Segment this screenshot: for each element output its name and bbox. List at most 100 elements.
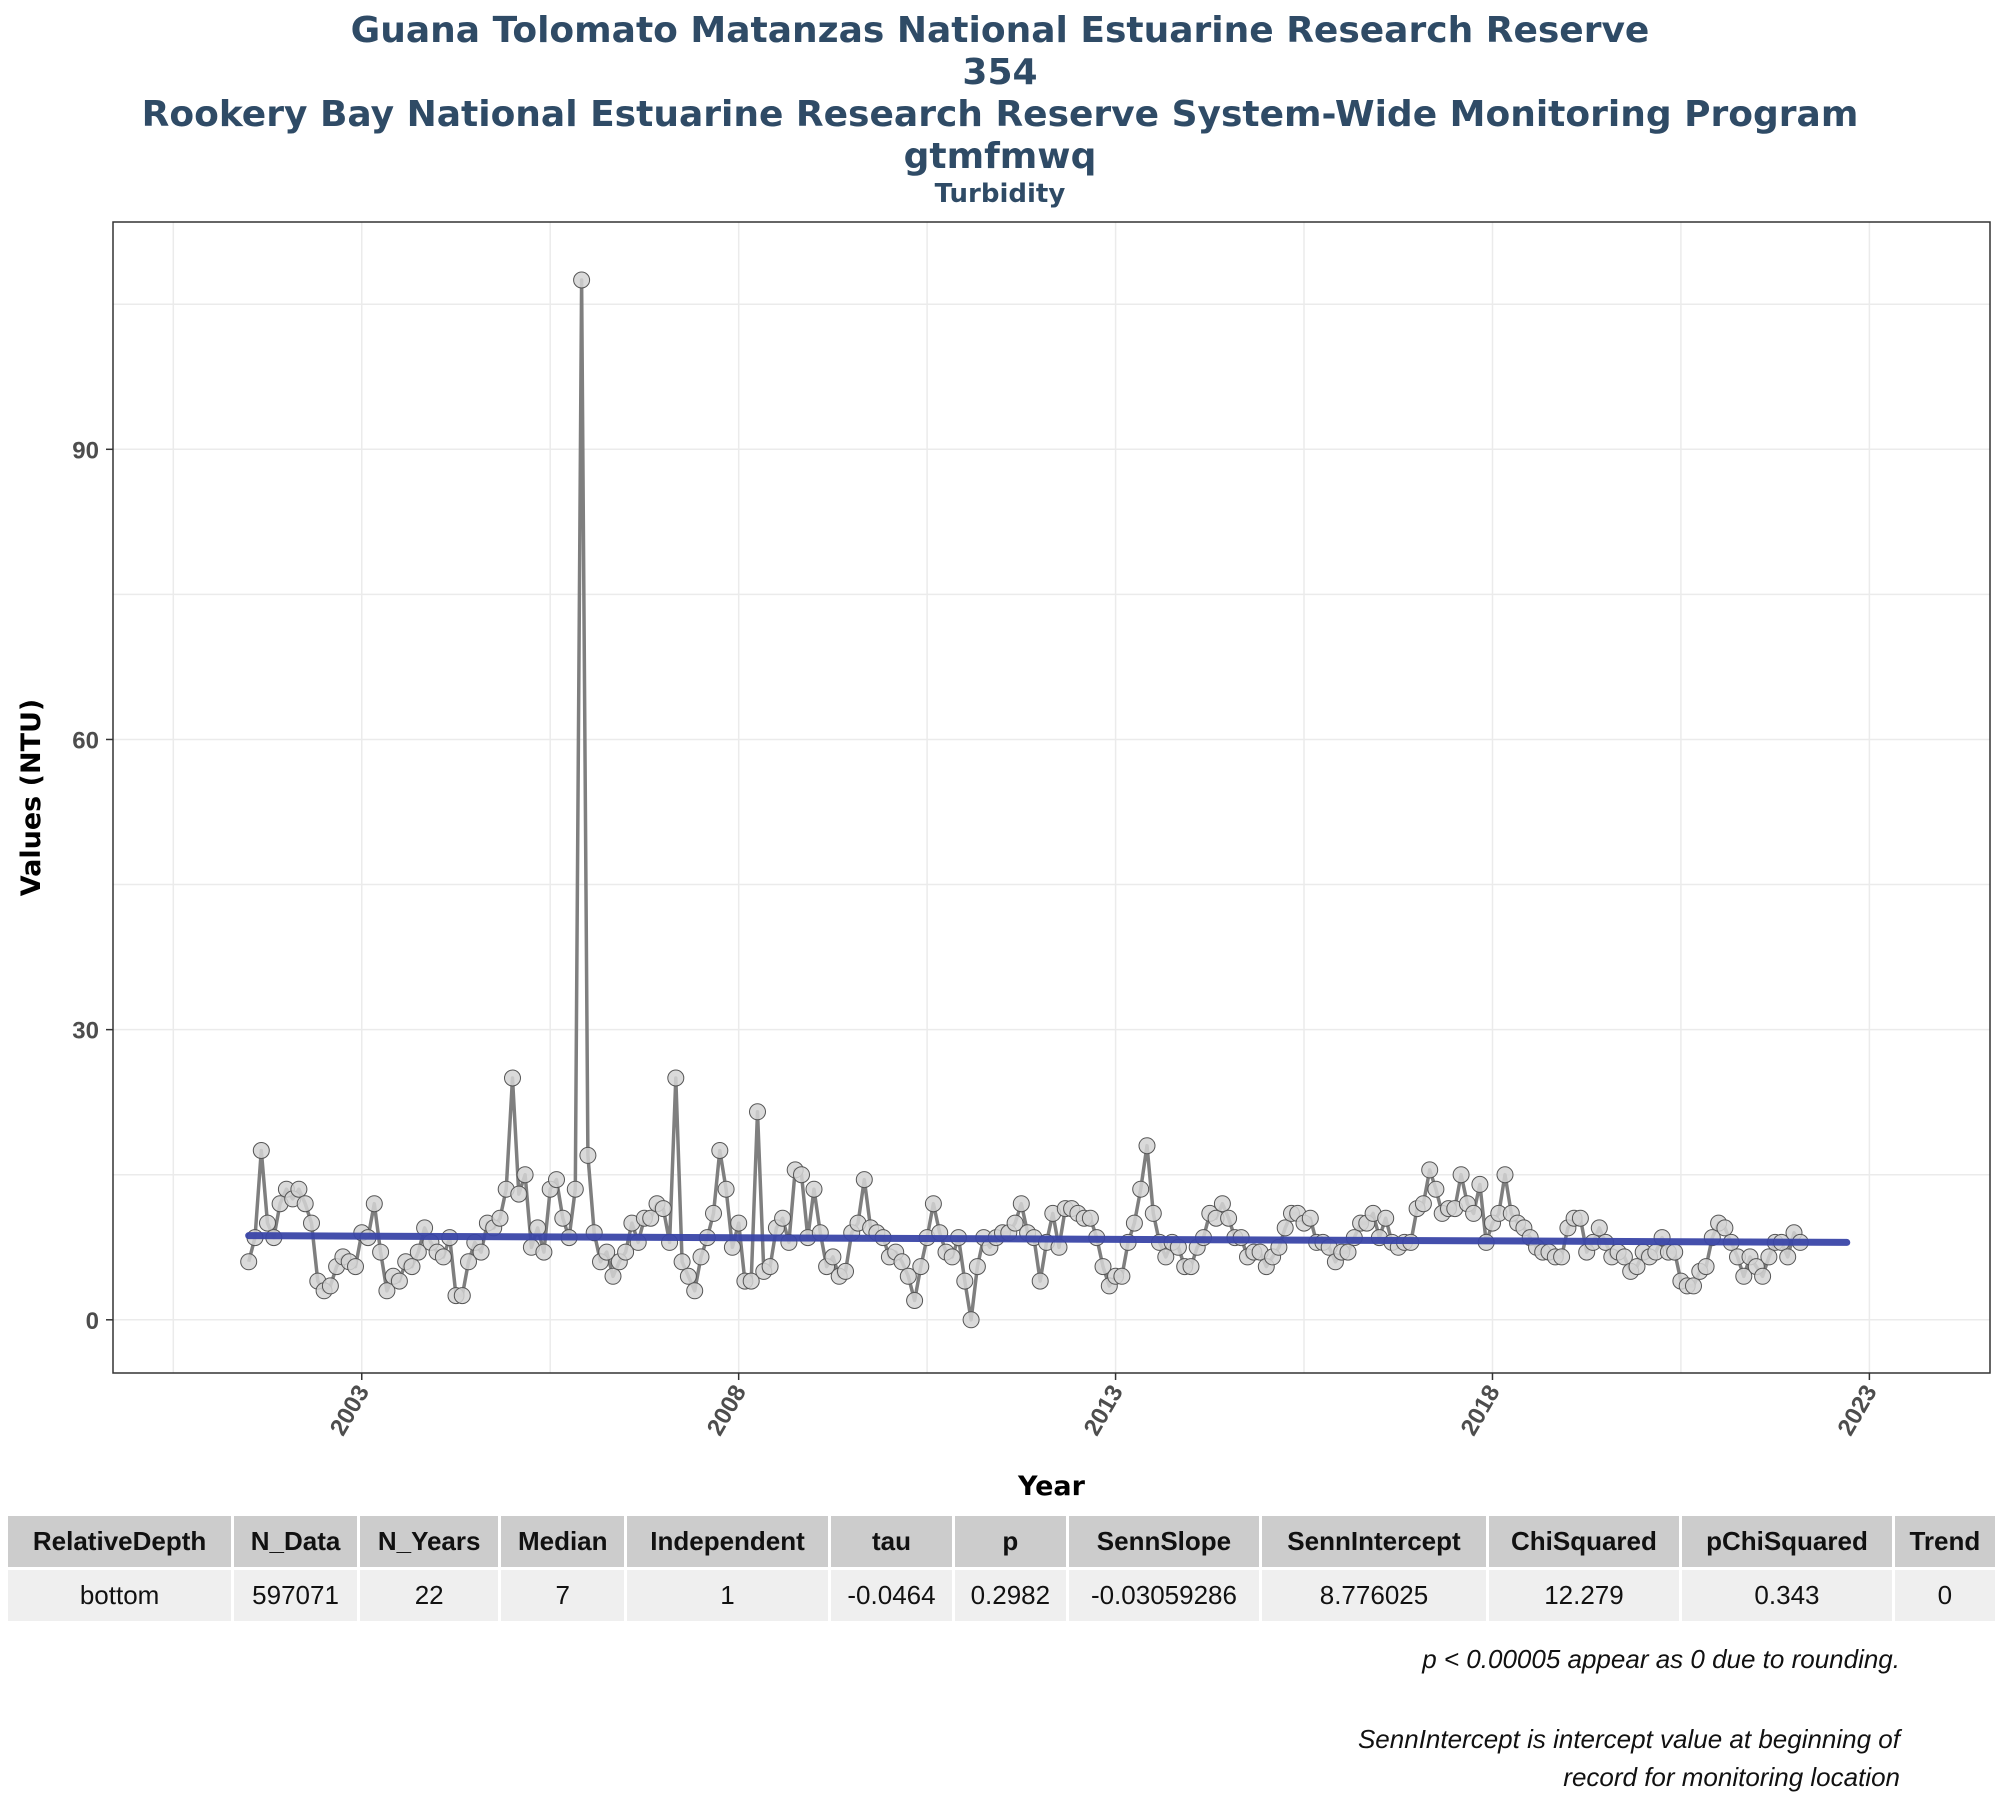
stats-cell: 0.343 xyxy=(1680,1567,1895,1621)
data-point xyxy=(717,1180,735,1198)
title-line-4: gtmfmwq xyxy=(903,136,1097,177)
data-point xyxy=(899,1267,917,1285)
data-point xyxy=(566,1180,584,1198)
data-point xyxy=(1571,1209,1589,1227)
data-point xyxy=(1452,1166,1470,1184)
data-point xyxy=(1496,1166,1514,1184)
data-point xyxy=(321,1277,339,1295)
data-point xyxy=(579,1146,597,1164)
y-tick-label: 90 xyxy=(72,437,99,464)
data-point xyxy=(1697,1258,1715,1276)
stats-header-cell: pChiSquared xyxy=(1680,1516,1895,1569)
intercept-note-line-1: SennIntercept is intercept value at begi… xyxy=(1357,1724,1900,1754)
stats-header-cell: ChiSquared xyxy=(1487,1516,1683,1569)
data-point xyxy=(1081,1209,1099,1227)
data-point xyxy=(1144,1204,1162,1222)
x-tick-label: 2023 xyxy=(1833,1381,1883,1441)
trend-line xyxy=(245,1232,1851,1246)
stats-header-cell: SennSlope xyxy=(1067,1516,1263,1569)
stats-header-cell: tau xyxy=(829,1516,956,1569)
data-point xyxy=(673,1253,691,1271)
data-point xyxy=(617,1243,635,1261)
data-point xyxy=(491,1209,509,1227)
data-point xyxy=(893,1253,911,1271)
data-point xyxy=(962,1311,980,1329)
x-tick-label: 2018 xyxy=(1456,1381,1506,1441)
stats-header-cell: RelativeDepth xyxy=(8,1516,235,1569)
stats-header-row: RelativeDepth N_Data N_Years Median Independ… xyxy=(8,1516,1999,1569)
data-point xyxy=(472,1243,490,1261)
stats-data-row: bottom 597071 22 7 1 -0.0464 0.2982 -0.03059286… xyxy=(8,1567,1999,1621)
data-point xyxy=(1421,1161,1439,1179)
data-point xyxy=(1213,1195,1231,1213)
data-point xyxy=(252,1142,270,1159)
series-layer xyxy=(240,271,1851,1329)
stats-cell: 22 xyxy=(358,1567,502,1621)
data-point xyxy=(1276,1219,1294,1237)
data-point xyxy=(686,1282,704,1300)
x-tick-label: 2008 xyxy=(702,1381,752,1441)
data-point xyxy=(604,1267,622,1285)
stats-cell: 0 xyxy=(1893,1567,1999,1621)
tick-labels: 0 30 60 90 2003 2008 2013 2018 2023 xyxy=(72,437,1882,1440)
data-point xyxy=(1125,1214,1143,1232)
title-line-1: Guana Tolomato Matanzas National Estuari… xyxy=(350,10,1650,51)
data-point xyxy=(504,1069,521,1087)
data-point xyxy=(1414,1195,1432,1213)
data-point xyxy=(548,1171,565,1189)
stats-header-cell: Median xyxy=(499,1516,628,1569)
data-point xyxy=(924,1195,942,1213)
data-point xyxy=(347,1258,364,1276)
stats-header-cell: N_Data xyxy=(232,1516,360,1569)
x-tick-label: 2003 xyxy=(325,1381,375,1441)
data-point xyxy=(1779,1248,1797,1266)
chart-titles: Guana Tolomato Matanzas National Estuari… xyxy=(0,0,2000,210)
stats-cell: 7 xyxy=(499,1567,628,1621)
data-point xyxy=(1031,1272,1049,1290)
y-tick-label: 30 xyxy=(72,1018,99,1045)
data-point xyxy=(692,1248,710,1266)
data-point xyxy=(1113,1267,1131,1285)
data-point xyxy=(1760,1248,1778,1266)
data-point xyxy=(654,1200,672,1218)
data-point xyxy=(855,1171,873,1189)
chart-subtitle: Turbidity xyxy=(934,179,1066,209)
intercept-note-line-2: record for monitoring location xyxy=(1563,1762,1900,1792)
data-point xyxy=(730,1214,748,1232)
data-point xyxy=(968,1258,986,1276)
data-point xyxy=(667,1069,685,1087)
data-point xyxy=(460,1253,477,1271)
data-point xyxy=(793,1166,810,1184)
rounding-note: p < 0.00005 appear as 0 due to rounding. xyxy=(1422,1644,1900,1674)
stats-cell: 8.776025 xyxy=(1260,1567,1489,1621)
data-point xyxy=(296,1195,314,1213)
data-point xyxy=(598,1243,616,1261)
stats-cell: 0.2982 xyxy=(953,1567,1069,1621)
grid-lines xyxy=(113,222,1990,1373)
data-point xyxy=(711,1142,729,1159)
data-point xyxy=(956,1272,974,1290)
data-point xyxy=(365,1195,383,1213)
data-point xyxy=(1339,1243,1357,1261)
stats-header-cell: Trend xyxy=(1893,1516,1999,1569)
stats-cell: bottom xyxy=(8,1567,235,1621)
y-tick-label: 60 xyxy=(72,727,99,754)
x-axis-title: Year xyxy=(1017,1471,1086,1500)
data-point xyxy=(805,1180,823,1198)
data-point xyxy=(290,1180,308,1198)
data-point xyxy=(1471,1175,1489,1193)
data-point xyxy=(761,1258,779,1276)
data-point xyxy=(554,1209,572,1227)
y-tick-label: 0 xyxy=(86,1308,99,1335)
data-point xyxy=(1685,1277,1702,1295)
data-point xyxy=(1132,1180,1150,1198)
data-point xyxy=(1666,1243,1684,1261)
stats-table: RelativeDepth N_Data N_Years Median Independ… xyxy=(8,1516,1999,1621)
data-point xyxy=(742,1272,760,1290)
data-point xyxy=(943,1248,961,1266)
data-point xyxy=(1628,1258,1646,1276)
data-point xyxy=(1427,1180,1445,1198)
data-point xyxy=(535,1243,553,1261)
stats-cell: 1 xyxy=(625,1567,831,1621)
stats-header-cell: p xyxy=(953,1516,1069,1569)
